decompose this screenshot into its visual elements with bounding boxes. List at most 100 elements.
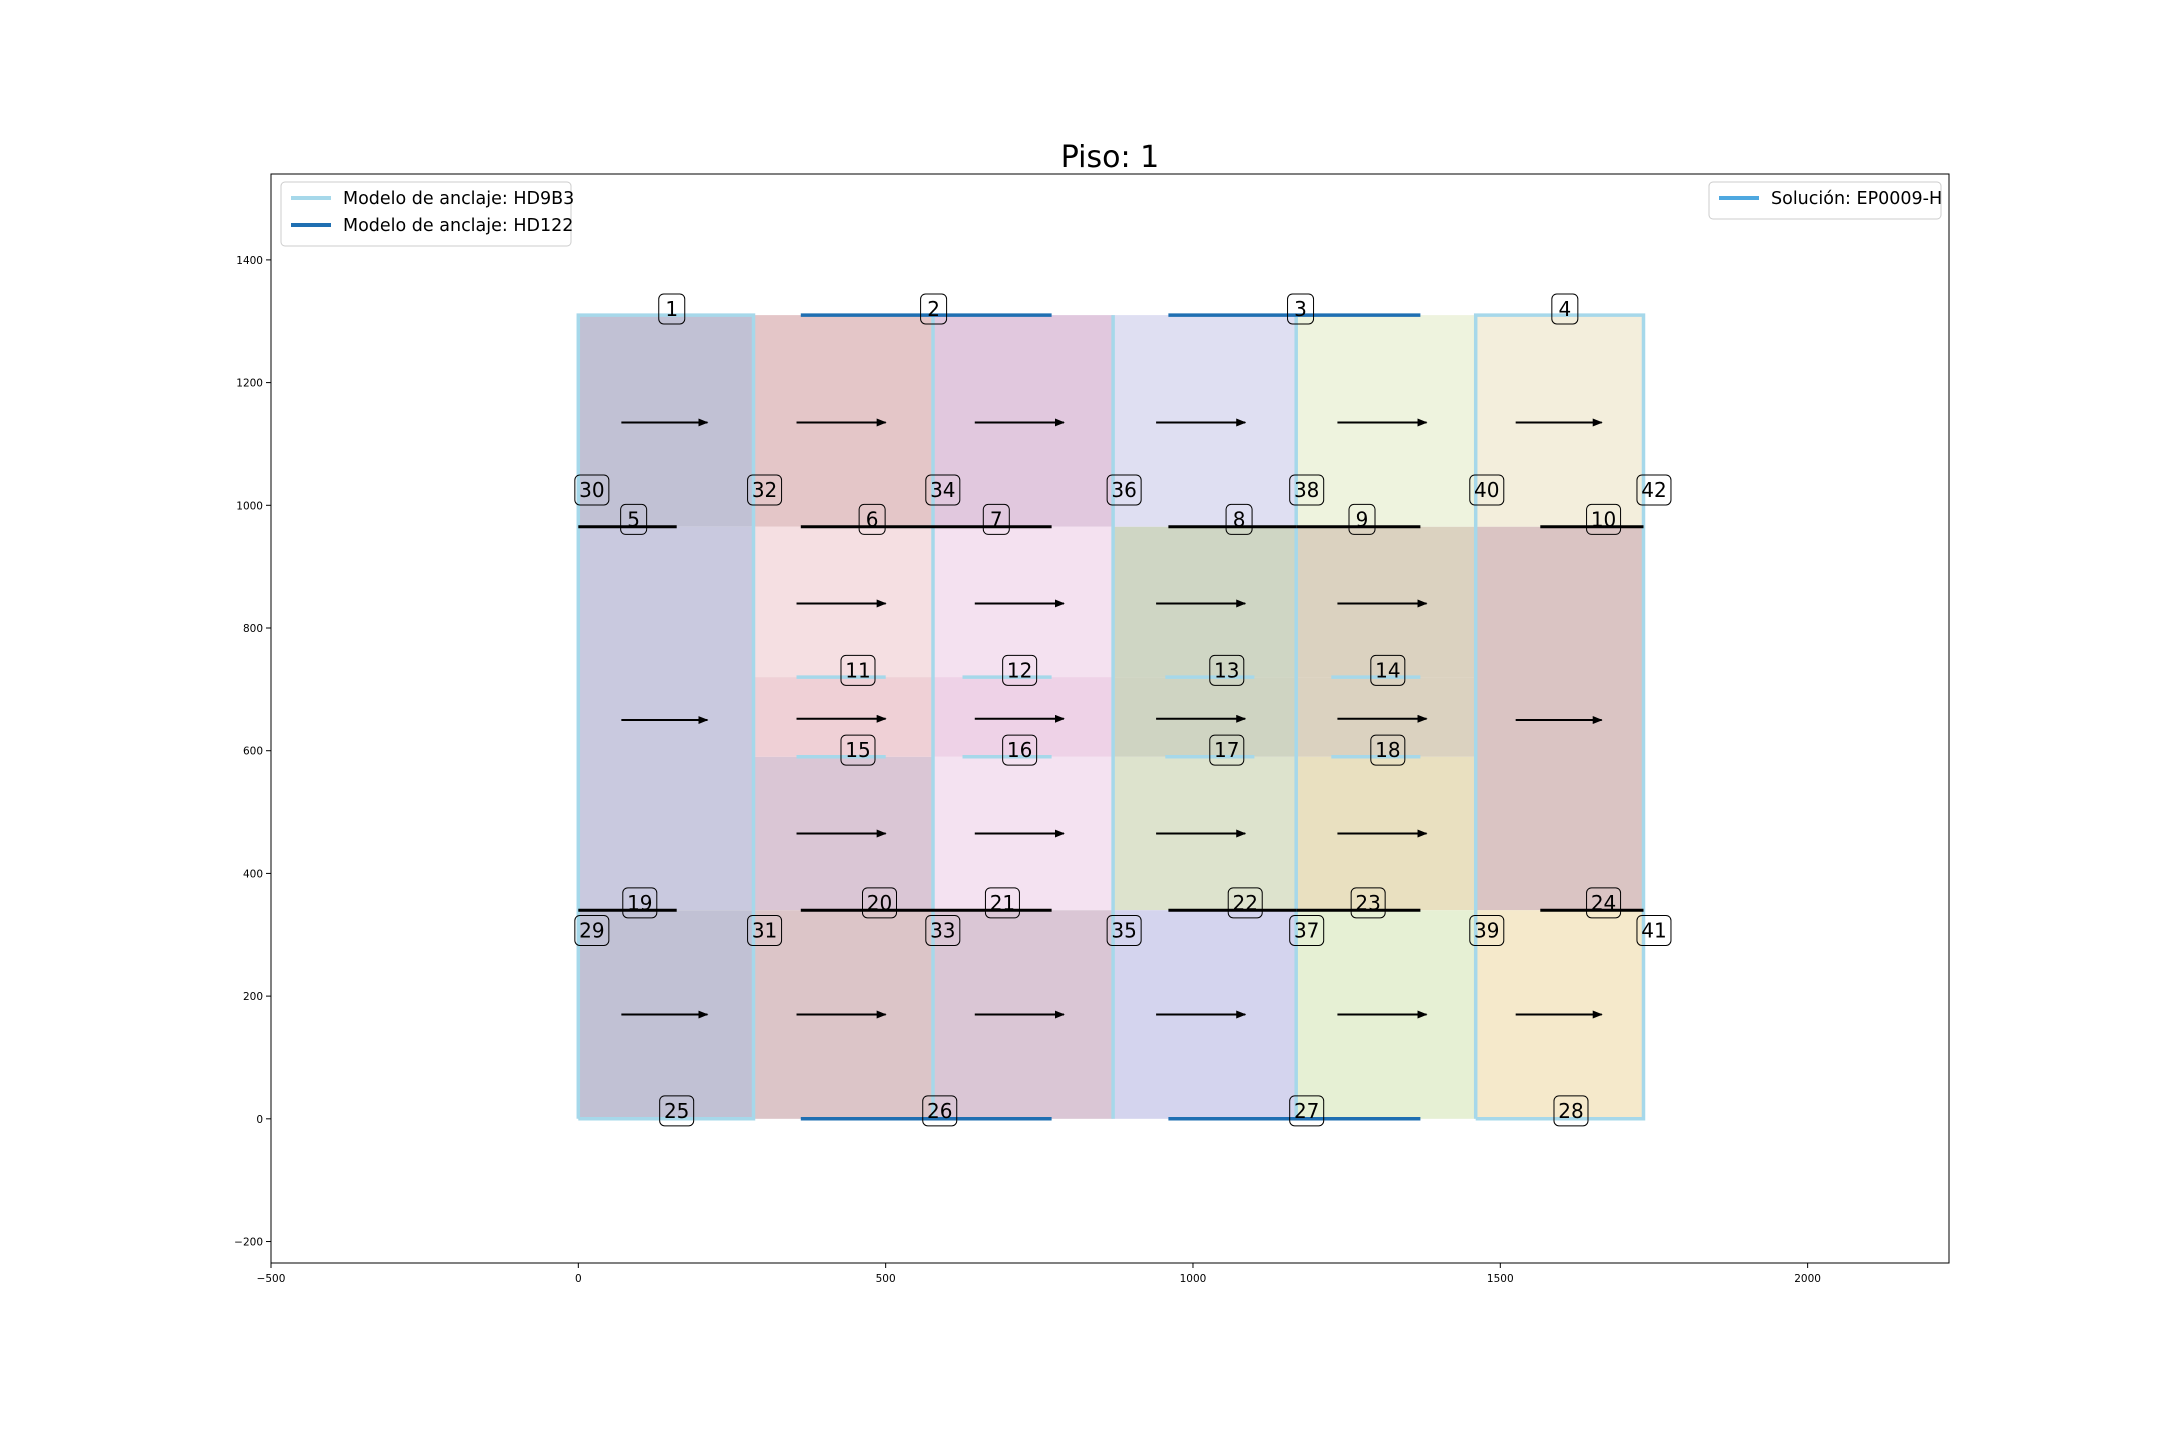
node-label-box-20 <box>862 887 898 919</box>
region-8 <box>753 526 933 678</box>
legend-left-frame <box>280 181 572 247</box>
arrows-layer <box>621 418 1603 1019</box>
plot-frame <box>270 173 1950 1264</box>
node-label-box-40 <box>1469 474 1505 506</box>
node-label-23: 23 <box>1355 891 1380 915</box>
node-label-box-24 <box>1586 887 1622 919</box>
node-label-box-42 <box>1636 474 1672 506</box>
node-label-box-12 <box>1002 654 1038 686</box>
node-label-box-11 <box>840 654 876 686</box>
node-label-9: 9 <box>1356 507 1369 531</box>
x-tick-label-4: 1500 <box>1487 1273 1514 1285</box>
y-tick-label-0: −200 <box>234 1237 263 1249</box>
x-tick-label-0: −500 <box>257 1273 286 1285</box>
node-label-box-28 <box>1553 1095 1589 1127</box>
y-tick-label-1: 0 <box>256 1114 263 1126</box>
node-label-40: 40 <box>1474 478 1499 502</box>
legend-left-label-2: Modelo de anclaje: HD122 <box>343 216 573 236</box>
region-5 <box>1296 315 1476 527</box>
legend-solucion: Solución: EP0009-H <box>1708 181 1942 220</box>
regions-layer <box>578 315 1644 1119</box>
region-15 <box>1113 677 1297 757</box>
node-label-box-6 <box>858 503 886 535</box>
node-label-5: 5 <box>627 507 640 531</box>
node-label-36: 36 <box>1111 478 1136 502</box>
node-label-box-5 <box>620 503 648 535</box>
node-label-29: 29 <box>579 918 604 942</box>
node-label-box-18 <box>1370 734 1406 766</box>
node-label-box-25 <box>659 1095 695 1127</box>
region-9 <box>932 526 1114 678</box>
node-label-1: 1 <box>665 297 678 321</box>
node-label-box-32 <box>747 474 783 506</box>
node-label-box-30 <box>574 474 610 506</box>
node-label-22: 22 <box>1232 891 1257 915</box>
node-label-41: 41 <box>1641 918 1666 942</box>
node-label-4: 4 <box>1558 297 1571 321</box>
region-1 <box>578 315 754 527</box>
node-label-27: 27 <box>1294 1099 1319 1123</box>
node-label-30: 30 <box>579 478 604 502</box>
node-label-box-26 <box>922 1095 958 1127</box>
node-label-box-39 <box>1469 914 1505 946</box>
node-label-box-2 <box>920 293 948 325</box>
node-label-14: 14 <box>1375 658 1400 682</box>
y-tick-label-4: 600 <box>243 746 263 758</box>
node-label-35: 35 <box>1111 918 1136 942</box>
region-7 <box>578 526 754 911</box>
node-label-34: 34 <box>930 478 955 502</box>
node-label-box-8 <box>1225 503 1253 535</box>
region-6 <box>1475 315 1644 527</box>
node-label-box-33 <box>925 914 961 946</box>
node-label-box-10 <box>1586 503 1622 535</box>
node-label-12: 12 <box>1007 658 1032 682</box>
y-tick-label-3: 400 <box>243 868 263 880</box>
node-label-box-19 <box>622 887 658 919</box>
node-label-15: 15 <box>845 738 870 762</box>
region-4 <box>1113 315 1297 527</box>
node-label-box-35 <box>1106 914 1142 946</box>
node-label-28: 28 <box>1558 1099 1583 1123</box>
node-label-8: 8 <box>1233 507 1246 531</box>
region-12 <box>1475 526 1644 911</box>
node-label-24: 24 <box>1591 891 1616 915</box>
node-label-box-3 <box>1287 293 1315 325</box>
node-label-26: 26 <box>927 1099 952 1123</box>
node-label-box-27 <box>1289 1095 1325 1127</box>
node-label-box-21 <box>984 887 1020 919</box>
region-10 <box>1113 526 1297 678</box>
node-label-box-41 <box>1636 914 1672 946</box>
node-label-box-4 <box>1551 293 1579 325</box>
wall-hd9b3-1 <box>576 313 756 1121</box>
axis-ticks: −500 0 500 1000 1500 2000 −200 0 200 400 600 800 100… <box>234 255 1821 1285</box>
node-label-box-9 <box>1348 503 1376 535</box>
node-label-box-15 <box>840 734 876 766</box>
y-tick-label-2: 200 <box>243 991 263 1003</box>
node-label-37: 37 <box>1294 918 1319 942</box>
node-label-box-31 <box>747 914 783 946</box>
node-label-2: 2 <box>927 297 940 321</box>
node-label-21: 21 <box>990 891 1015 915</box>
node-label-6: 6 <box>866 507 879 531</box>
node-label-box-14 <box>1370 654 1406 686</box>
node-label-13: 13 <box>1214 658 1239 682</box>
node-label-10: 10 <box>1591 507 1616 531</box>
legend-right-label-1: Solución: EP0009-H <box>1771 189 1942 209</box>
node-label-box-16 <box>1002 734 1038 766</box>
node-label-box-1 <box>658 293 686 325</box>
x-tick-label-5: 2000 <box>1794 1273 1821 1285</box>
node-label-38: 38 <box>1294 478 1319 502</box>
y-tick-label-6: 1000 <box>236 500 263 512</box>
node-label-18: 18 <box>1375 738 1400 762</box>
legend-anclaje: Modelo de anclaje: HD9B3 Modelo de anclaj… <box>280 181 574 247</box>
node-label-31: 31 <box>752 918 777 942</box>
node-label-box-22 <box>1227 887 1263 919</box>
node-label-7: 7 <box>990 507 1003 531</box>
node-label-box-29 <box>574 914 610 946</box>
node-label-17: 17 <box>1214 738 1239 762</box>
x-tick-label-2: 500 <box>876 1273 896 1285</box>
x-tick-label-3: 1000 <box>1180 1273 1207 1285</box>
node-label-box-37 <box>1289 914 1325 946</box>
node-label-33: 33 <box>930 918 955 942</box>
